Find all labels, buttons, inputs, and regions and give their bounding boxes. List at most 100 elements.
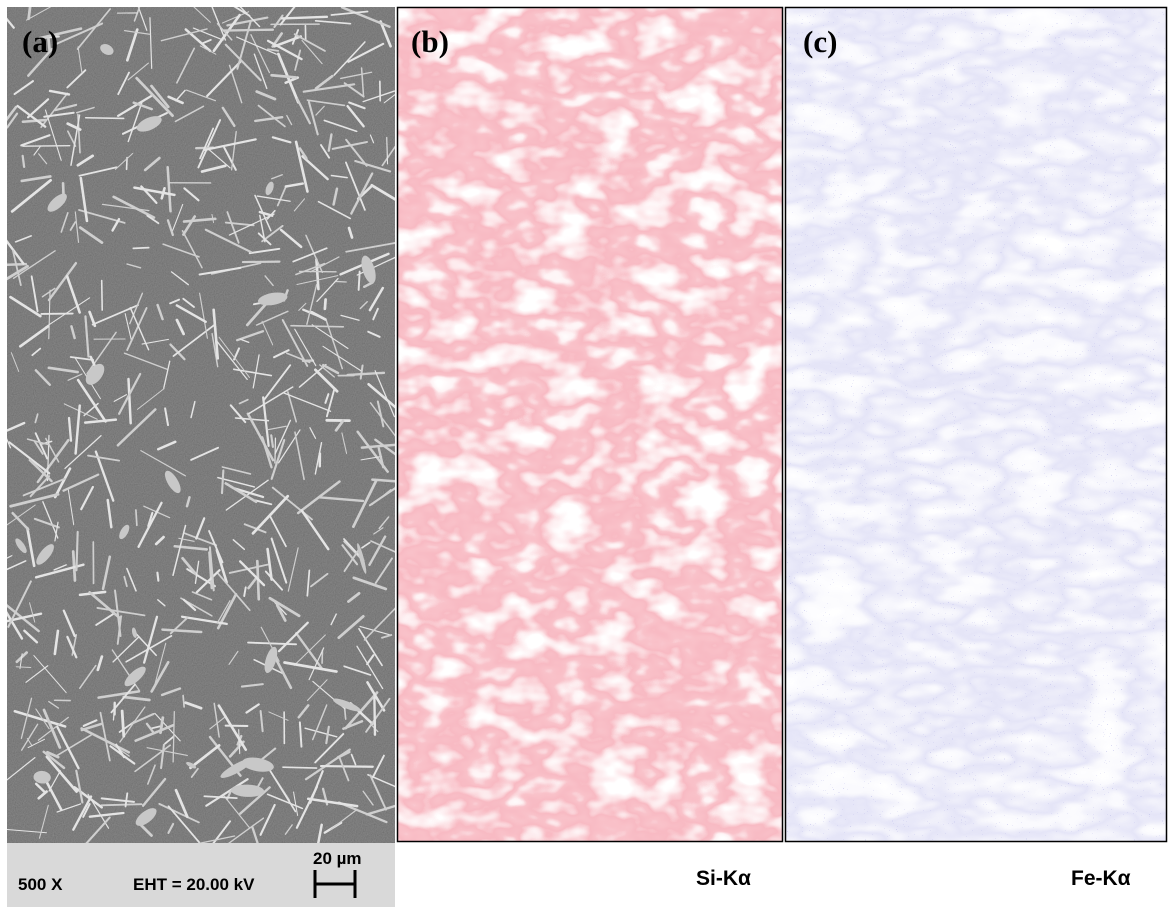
needle	[185, 496, 191, 508]
needle	[251, 825, 259, 843]
needle	[7, 264, 29, 281]
needle	[338, 756, 350, 782]
particle	[357, 543, 367, 574]
needle	[372, 307, 379, 321]
needle	[27, 7, 32, 21]
needle	[182, 694, 185, 708]
needle	[8, 441, 51, 475]
needle	[113, 394, 128, 402]
needle	[80, 485, 94, 511]
panel-border	[784, 6, 1168, 843]
needle	[317, 200, 351, 220]
needle	[302, 83, 356, 93]
needle	[47, 366, 79, 374]
needle	[368, 535, 387, 567]
needle	[344, 161, 366, 211]
needle	[314, 20, 352, 25]
needle	[250, 34, 271, 74]
needle	[157, 599, 166, 607]
needle	[23, 629, 39, 644]
needle	[97, 690, 141, 699]
needle	[213, 702, 220, 738]
needle	[100, 797, 135, 803]
particle	[36, 544, 54, 565]
needle	[298, 147, 308, 160]
particle	[136, 116, 162, 132]
needle	[194, 560, 200, 585]
needle	[54, 521, 59, 542]
needle	[172, 324, 216, 357]
needle	[298, 302, 307, 311]
needle	[296, 98, 312, 125]
needle	[216, 571, 251, 612]
needle	[256, 195, 291, 202]
needle	[74, 404, 81, 455]
needle	[143, 156, 161, 172]
needle	[36, 438, 70, 484]
needle	[137, 501, 163, 548]
needle	[323, 298, 327, 311]
needle	[314, 442, 323, 475]
needle	[160, 743, 165, 770]
needle	[7, 438, 12, 449]
needle	[190, 446, 220, 461]
needle	[356, 645, 384, 690]
particle	[15, 538, 27, 554]
needle	[126, 567, 137, 592]
needle	[34, 413, 39, 424]
needle	[42, 708, 62, 749]
needle	[127, 377, 132, 425]
needle	[126, 263, 142, 269]
needle	[45, 780, 63, 811]
needle	[293, 634, 326, 666]
needle	[22, 477, 66, 497]
needle	[29, 602, 36, 623]
needle	[306, 569, 311, 597]
needle	[123, 30, 151, 35]
needle	[26, 526, 36, 568]
needle	[45, 437, 60, 463]
needle	[116, 408, 157, 447]
particle	[265, 181, 274, 196]
needle	[175, 318, 185, 336]
needle	[254, 194, 272, 232]
needle	[351, 478, 378, 528]
needle	[345, 242, 395, 253]
needle	[319, 364, 335, 378]
needle	[172, 711, 175, 763]
needle	[208, 551, 213, 590]
needle	[266, 547, 273, 581]
needle	[266, 39, 303, 61]
needle	[12, 249, 22, 287]
needle	[19, 653, 23, 670]
needle	[310, 572, 329, 588]
needle	[7, 611, 24, 640]
particle	[220, 758, 253, 778]
caption: Si-Kα	[696, 867, 751, 890]
needle	[208, 546, 215, 592]
needle	[367, 382, 395, 409]
needle	[120, 709, 126, 738]
needle	[291, 29, 300, 45]
needle	[166, 219, 174, 237]
needle	[192, 27, 224, 41]
needle	[224, 43, 262, 82]
needle	[53, 467, 72, 499]
needle	[370, 540, 395, 553]
needle	[34, 432, 49, 460]
needle	[29, 475, 51, 498]
needle	[38, 153, 48, 165]
needle	[330, 809, 357, 831]
particle	[264, 646, 278, 674]
needle	[316, 823, 323, 843]
needle	[135, 632, 157, 657]
needle	[221, 466, 252, 475]
needle	[198, 266, 242, 276]
needle	[182, 297, 195, 308]
needle	[287, 547, 299, 592]
needle	[27, 47, 54, 77]
needle	[301, 39, 323, 65]
needle	[129, 306, 150, 351]
needle	[203, 138, 257, 152]
